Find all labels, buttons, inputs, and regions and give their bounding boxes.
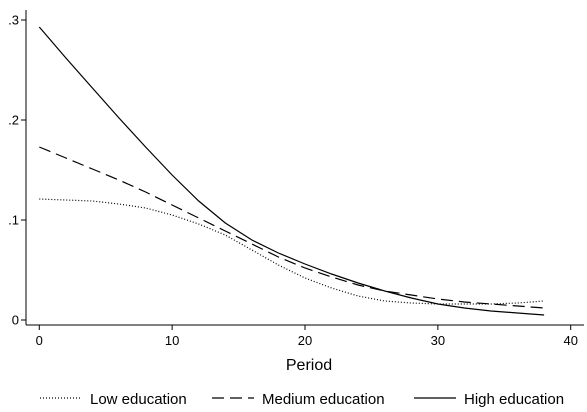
legend-label: Low education <box>90 391 187 408</box>
y-tick-label: .1 <box>8 213 19 228</box>
x-tick-label: 10 <box>165 333 179 348</box>
chart-legend: Low education Medium education High educat… <box>40 391 564 408</box>
y-tick-label: .3 <box>8 13 19 28</box>
y-tick-label: .2 <box>8 113 19 128</box>
series-line-dotted <box>39 198 545 305</box>
series-line-dashed <box>39 146 545 309</box>
x-axis-title: Period <box>286 357 332 374</box>
chart-axes: 0 .1 .2 .3 0 10 20 30 40 <box>8 10 584 348</box>
x-tick-label: 0 <box>36 333 43 348</box>
x-tick-label: 40 <box>563 333 577 348</box>
chart-series <box>38 26 545 316</box>
x-tick-label: 20 <box>298 333 312 348</box>
legend-label: High education <box>464 391 564 408</box>
x-tick-label: 30 <box>431 333 445 348</box>
series-line-solid <box>38 26 545 316</box>
legend-label: Medium education <box>262 391 385 408</box>
y-tick-label: 0 <box>12 313 19 328</box>
